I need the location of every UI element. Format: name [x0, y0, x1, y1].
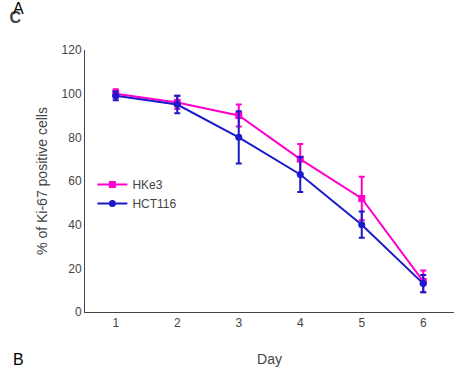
svg-text:6: 6 — [420, 316, 427, 330]
svg-text:3: 3 — [235, 316, 242, 330]
svg-text:A: A — [13, 0, 24, 17]
svg-text:HKe3: HKe3 — [132, 178, 162, 192]
svg-text:Day: Day — [257, 351, 282, 367]
svg-text:40: 40 — [68, 218, 82, 232]
svg-text:HCT116: HCT116 — [132, 197, 176, 211]
svg-text:60: 60 — [68, 174, 82, 188]
svg-text:5: 5 — [358, 316, 365, 330]
svg-text:B: B — [13, 351, 24, 368]
svg-text:2: 2 — [174, 316, 181, 330]
svg-text:% of Ki-67 positive cells: % of Ki-67 positive cells — [34, 107, 50, 255]
svg-text:80: 80 — [68, 131, 82, 145]
svg-text:100: 100 — [62, 87, 82, 101]
svg-text:120: 120 — [62, 43, 82, 57]
svg-text:0: 0 — [75, 305, 82, 319]
svg-text:C: C — [9, 9, 21, 26]
svg-text:4: 4 — [297, 316, 304, 330]
svg-text:20: 20 — [68, 262, 82, 276]
svg-text:1: 1 — [112, 316, 119, 330]
